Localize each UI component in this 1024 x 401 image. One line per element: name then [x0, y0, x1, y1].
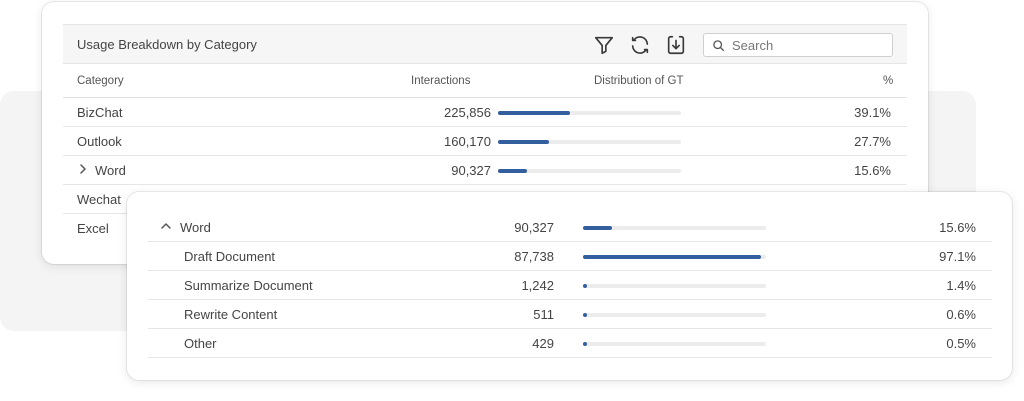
percent-value: 15.6%	[854, 163, 891, 178]
search-box[interactable]	[703, 33, 893, 57]
column-header-interactions[interactable]: Interactions	[411, 75, 471, 87]
distribution-bar	[583, 313, 766, 317]
percent-value: 0.6%	[946, 307, 976, 322]
category-label: Excel	[77, 221, 109, 236]
interactions-value: 225,856	[444, 105, 491, 120]
distribution-bar	[583, 342, 766, 346]
table-row[interactable]: Draft Document 87,738 97.1%	[148, 242, 992, 271]
distribution-bar-fill	[583, 342, 587, 346]
interactions-value: 160,170	[444, 134, 491, 149]
distribution-bar-fill	[498, 169, 527, 173]
distribution-bar	[498, 111, 681, 115]
column-headers: Category Interactions Distribution of GT…	[63, 64, 907, 98]
table-row[interactable]: Rewrite Content 511 0.6%	[148, 300, 992, 329]
column-header-category[interactable]: Category	[77, 75, 124, 87]
search-icon	[713, 40, 725, 52]
distribution-bar-fill	[583, 284, 587, 288]
percent-value: 39.1%	[854, 105, 891, 120]
distribution-bar-fill	[583, 226, 612, 230]
distribution-bar-fill	[583, 313, 587, 317]
interactions-value: 511	[533, 307, 554, 322]
distribution-bar-fill	[498, 111, 570, 115]
distribution-bar-fill	[498, 140, 549, 144]
card-title: Usage Breakdown by Category	[77, 37, 257, 52]
search-input[interactable]	[732, 37, 882, 53]
distribution-bar	[498, 169, 681, 173]
interactions-value: 429	[532, 336, 554, 351]
percent-value: 27.7%	[854, 134, 891, 149]
word-detail-card: Word 90,327 15.6% Draft Document 87,738 …	[127, 192, 1012, 380]
table-row[interactable]: BizChat 225,856 39.1%	[63, 98, 907, 127]
column-header-distribution[interactable]: Distribution of GT	[594, 75, 684, 87]
column-header-percent[interactable]: %	[883, 75, 894, 87]
filter-icon[interactable]	[593, 34, 615, 56]
category-label: BizChat	[77, 105, 123, 120]
chevron-up-icon[interactable]	[160, 219, 172, 233]
table-row[interactable]: Outlook 160,170 27.7%	[63, 127, 907, 156]
category-label: Wechat	[77, 192, 121, 207]
percent-value: 0.5%	[946, 336, 976, 351]
category-label: Outlook	[77, 134, 122, 149]
interactions-value: 87,738	[514, 249, 554, 264]
percent-value: 1.4%	[946, 278, 976, 293]
refresh-icon[interactable]	[629, 34, 651, 56]
percent-value: 97.1%	[939, 249, 976, 264]
interactions-value: 90,327	[451, 163, 491, 178]
table-row[interactable]: Excel	[63, 214, 907, 243]
subcategory-label: Draft Document	[184, 249, 276, 264]
percent-value: 15.6%	[939, 220, 976, 235]
table-row-parent[interactable]: Word 90,327 15.6%	[148, 213, 992, 242]
table-row[interactable]: Summarize Document 1,242 1.4%	[148, 271, 992, 300]
table-row[interactable]: Word 90,327 15.6%	[63, 156, 907, 185]
distribution-bar	[498, 140, 681, 144]
interactions-value: 1,242	[521, 278, 554, 293]
interactions-value: 90,327	[514, 220, 554, 235]
table-row[interactable]: Other 429 0.5%	[148, 329, 992, 358]
distribution-bar	[583, 284, 766, 288]
subcategory-label: Other	[184, 336, 217, 351]
table-toolbar: Usage Breakdown by Category	[63, 24, 907, 64]
download-icon[interactable]	[665, 34, 687, 56]
subcategory-label: Rewrite Content	[184, 307, 278, 322]
category-label: Word	[95, 163, 126, 178]
distribution-bar	[583, 226, 766, 230]
chevron-right-icon[interactable]	[77, 162, 89, 176]
subcategory-label: Summarize Document	[184, 278, 313, 293]
distribution-bar-fill	[583, 255, 761, 259]
category-label: Word	[180, 220, 211, 235]
distribution-bar	[583, 255, 766, 259]
